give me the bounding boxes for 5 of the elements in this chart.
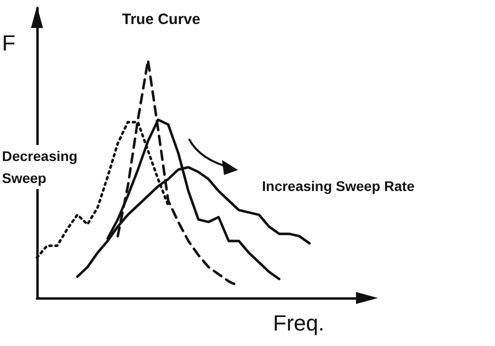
- y-axis-title: F: [2, 30, 16, 56]
- annotation: Decreasing Sweep: [2, 148, 82, 186]
- annotation: Increasing Sweep Rate: [262, 178, 415, 194]
- chart-title: True Curve: [122, 11, 200, 28]
- x-axis-title: Freq.: [273, 310, 324, 336]
